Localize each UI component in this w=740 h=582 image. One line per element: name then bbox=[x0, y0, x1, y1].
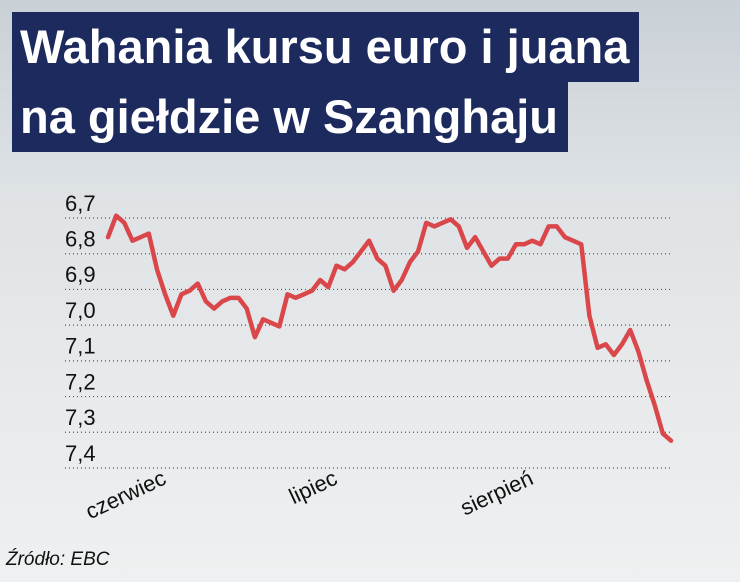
source: Źródło: EBC bbox=[5, 549, 110, 570]
chart-title: na giełdzie w Szanghaju bbox=[12, 82, 568, 152]
x-tick-label: lipiec bbox=[285, 465, 341, 509]
y-tick-label: 7,1 bbox=[65, 334, 96, 359]
y-tick-label: 6,9 bbox=[65, 262, 96, 287]
y-tick-label: 7,3 bbox=[65, 405, 96, 430]
y-tick-label: 7,0 bbox=[65, 298, 96, 323]
y-tick-label: 6,7 bbox=[65, 191, 96, 216]
x-tick-label: sierpień bbox=[456, 465, 536, 520]
y-tick-label: 6,8 bbox=[65, 227, 96, 252]
y-tick-label: 7,2 bbox=[65, 369, 96, 394]
chart-title: Wahania kursu euro i juana bbox=[12, 12, 640, 82]
x-tick-label: czerwiec bbox=[82, 465, 170, 524]
line bbox=[105, 213, 674, 443]
y-tick-label: 7,4 bbox=[65, 441, 96, 466]
